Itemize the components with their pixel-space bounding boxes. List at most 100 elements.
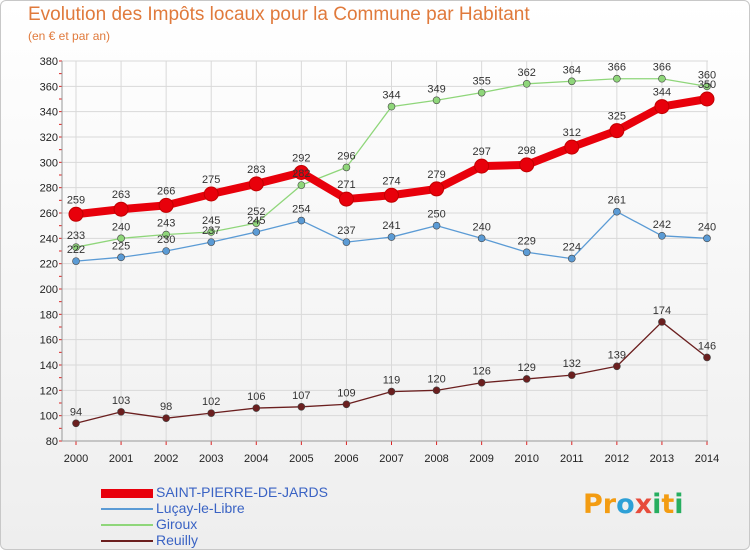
data-label: 119 bbox=[383, 375, 401, 387]
x-tick-label: 2014 bbox=[695, 453, 719, 465]
x-tick-label: 2003 bbox=[199, 453, 223, 465]
x-tick-label: 2010 bbox=[514, 453, 538, 465]
data-label: 106 bbox=[247, 391, 265, 403]
proxiti-logo: Proxiti bbox=[583, 489, 684, 520]
data-point bbox=[158, 197, 174, 213]
data-point bbox=[432, 96, 441, 105]
legend-label: Reuilly bbox=[156, 532, 199, 548]
data-point bbox=[654, 99, 670, 115]
data-point bbox=[522, 80, 531, 88]
data-label: 362 bbox=[518, 67, 536, 79]
logo-letter: o bbox=[616, 489, 635, 520]
data-point bbox=[207, 228, 216, 236]
data-point bbox=[293, 164, 309, 180]
legend-swatch bbox=[101, 508, 153, 510]
data-point bbox=[474, 158, 490, 174]
data-point bbox=[703, 353, 711, 362]
y-tick-label: 100 bbox=[40, 411, 58, 423]
data-label: 230 bbox=[157, 234, 175, 246]
data-point bbox=[338, 191, 354, 207]
y-tick-label: 160 bbox=[40, 335, 58, 347]
y-tick-label: 340 bbox=[40, 107, 58, 119]
data-label: 103 bbox=[112, 395, 130, 407]
data-point bbox=[384, 187, 399, 203]
data-point bbox=[567, 254, 576, 263]
logo-letter: t bbox=[661, 489, 675, 520]
data-point bbox=[477, 88, 486, 97]
data-label: 364 bbox=[563, 64, 581, 76]
data-label: 224 bbox=[563, 242, 581, 254]
logo-letter: i bbox=[674, 489, 684, 520]
data-label: 279 bbox=[427, 169, 445, 181]
data-label: 349 bbox=[427, 83, 445, 95]
data-label: 120 bbox=[427, 373, 445, 385]
y-tick-label: 120 bbox=[40, 385, 58, 397]
legend-label: SAINT-PIERRE-DE-JARDS bbox=[156, 484, 328, 500]
data-label: 274 bbox=[382, 175, 400, 187]
data-point bbox=[519, 157, 535, 173]
data-label: 344 bbox=[653, 87, 671, 99]
data-label: 243 bbox=[157, 218, 175, 230]
data-point bbox=[297, 181, 306, 189]
x-tick-label: 2004 bbox=[244, 453, 268, 465]
y-tick-label: 240 bbox=[40, 233, 58, 245]
data-label: 292 bbox=[292, 152, 310, 164]
data-point bbox=[613, 74, 621, 83]
legend-swatch bbox=[101, 524, 153, 526]
data-label: 366 bbox=[608, 62, 626, 74]
data-label: 146 bbox=[698, 340, 716, 352]
y-tick-label: 220 bbox=[40, 259, 58, 271]
y-tick-label: 180 bbox=[40, 309, 58, 321]
data-label: 241 bbox=[382, 220, 400, 232]
data-point bbox=[203, 186, 219, 202]
data-label: 240 bbox=[698, 221, 716, 233]
legend-label: Luçay-le-Libre bbox=[156, 500, 245, 516]
x-tick-label: 2011 bbox=[560, 453, 584, 465]
data-label: 94 bbox=[70, 406, 82, 418]
data-label: 126 bbox=[472, 366, 490, 378]
chart-title: Evolution des Impôts locaux pour la Comm… bbox=[28, 4, 530, 25]
data-point bbox=[703, 234, 711, 243]
data-label: 282 bbox=[292, 168, 310, 180]
x-tick-label: 2007 bbox=[379, 453, 403, 465]
data-point bbox=[162, 414, 170, 423]
data-label: 355 bbox=[472, 76, 490, 88]
data-label: 344 bbox=[382, 90, 400, 102]
data-label: 254 bbox=[292, 204, 310, 216]
data-point bbox=[567, 371, 576, 379]
data-label: 233 bbox=[67, 230, 85, 242]
data-point bbox=[658, 74, 666, 83]
data-label: 242 bbox=[653, 219, 671, 231]
legend-swatch bbox=[101, 540, 153, 542]
data-label: 312 bbox=[563, 127, 581, 139]
y-tick-label: 80 bbox=[46, 436, 58, 448]
data-label: 266 bbox=[157, 185, 175, 197]
x-tick-label: 2000 bbox=[64, 453, 88, 465]
data-point bbox=[477, 378, 486, 387]
data-label: 245 bbox=[202, 215, 220, 227]
y-tick-label: 380 bbox=[40, 56, 58, 68]
x-tick-label: 2006 bbox=[334, 453, 358, 465]
data-point bbox=[252, 219, 261, 227]
data-label: 252 bbox=[247, 206, 265, 218]
axes: 80 100 120 140 160 180 200 220 240 260 280 300 320 34… bbox=[40, 56, 720, 465]
data-point bbox=[522, 248, 531, 257]
data-label: 366 bbox=[653, 62, 671, 74]
data-point bbox=[207, 238, 216, 246]
data-point bbox=[699, 91, 715, 107]
data-point bbox=[117, 408, 125, 416]
data-label: 350 bbox=[698, 79, 716, 91]
data-label: 240 bbox=[112, 221, 130, 233]
x-tick-label: 2013 bbox=[650, 453, 674, 465]
y-tick-label: 200 bbox=[40, 284, 58, 296]
data-label: 132 bbox=[563, 358, 581, 370]
data-label: 240 bbox=[472, 221, 490, 233]
data-point bbox=[252, 404, 261, 412]
y-tick-label: 320 bbox=[40, 132, 58, 144]
data-point bbox=[248, 176, 264, 192]
data-point bbox=[522, 375, 531, 383]
data-label: 222 bbox=[67, 244, 85, 256]
data-point bbox=[613, 362, 621, 371]
y-tick-label: 360 bbox=[40, 81, 58, 93]
